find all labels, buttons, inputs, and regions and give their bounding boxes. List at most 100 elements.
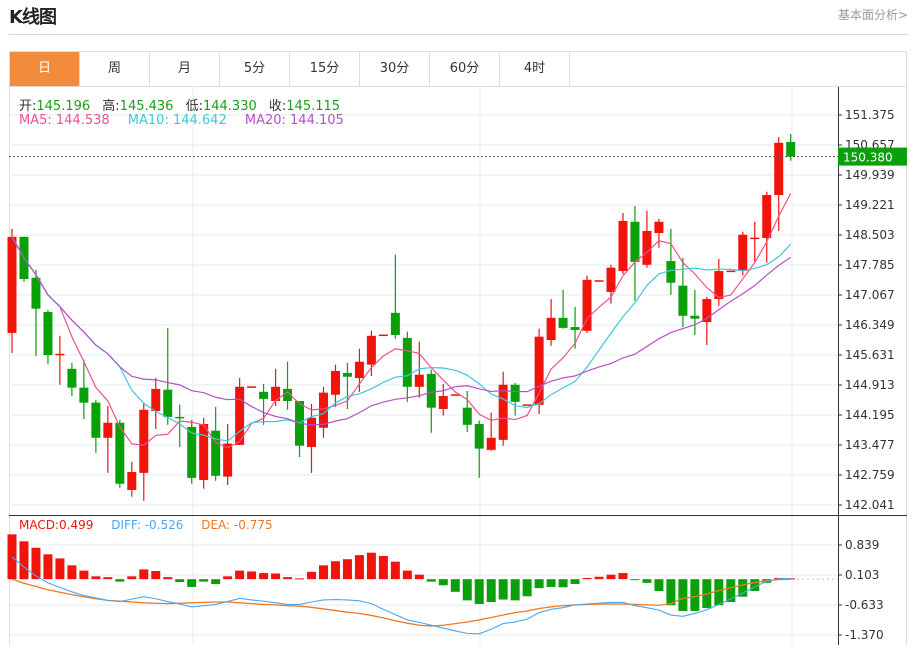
macd-bar [414,574,424,580]
candle [474,420,484,478]
diff-label: DIFF: -0.526 [111,518,184,532]
candle [618,212,628,274]
candle-body [702,299,712,323]
candle [295,401,305,457]
macd-bar [366,552,376,580]
macd-bar [79,570,89,580]
candle [187,419,197,484]
macd-bar [618,573,628,580]
candle-body [582,279,592,331]
candle [702,296,712,346]
ma5-line [11,193,792,449]
candle-body [750,237,760,240]
candle-body [654,221,664,234]
candle-body [594,280,604,282]
ma20-label: MA20: 144.105 [244,113,344,128]
macd-bar [271,573,281,580]
candles [7,134,796,501]
macd-bar [67,565,77,580]
current-price-badge [838,147,907,166]
macd-bar [259,573,269,580]
candle [175,404,185,447]
price-tick-label: 146.349 [845,318,895,332]
candle-body [774,142,784,196]
price-tick-label: 147.785 [845,258,895,272]
macd-bar [31,547,41,580]
candle-body [558,317,568,328]
candle-body [199,423,209,480]
candle-body [786,141,796,157]
price-tick-label: 143.477 [845,438,895,452]
macd-bar [534,579,544,589]
candle [318,386,328,438]
tab-4hour[interactable]: 4时 [500,52,570,86]
candle [486,412,496,451]
candle [7,228,17,353]
candle-body [462,407,472,425]
candle-body [151,388,161,412]
macd-bar [450,579,460,592]
candle [630,205,640,301]
candle [690,289,700,335]
candle [163,327,173,425]
macd-label: MACD:0.499 [19,518,94,532]
candle-body [546,317,556,340]
tab-week[interactable]: 周 [80,52,150,86]
candle-body [342,373,352,377]
candle [726,270,736,273]
candle-body [378,334,388,337]
tab-day[interactable]: 日 [10,52,80,86]
ma-lines [11,193,792,449]
tab-5min[interactable]: 5分 [220,52,290,86]
candle [103,406,113,473]
macd-tick-label: 0.839 [845,538,879,552]
close-value: 145.115 [286,99,341,114]
candle-body [534,336,544,405]
macd-bar [283,577,293,580]
macd-bar [235,570,245,580]
candle-body [486,437,496,450]
macd-bar [199,579,209,582]
candle [139,402,149,501]
candle [582,275,592,333]
macd-bar [139,569,149,580]
tab-60min[interactable]: 60分 [430,52,500,86]
price-tick-label: 149.221 [845,198,895,212]
tab-30min[interactable]: 30分 [360,52,430,86]
candle-body [115,422,125,484]
macd-bar [354,555,364,580]
candle-body [55,353,65,356]
candle-body [690,315,700,319]
macd-bar [295,578,305,580]
candle [738,231,748,276]
candle-body [247,386,257,388]
macd-tick-label: 0.103 [845,568,879,582]
candle [654,218,664,248]
tab-15min[interactable]: 15分 [290,52,360,86]
macd-panel [7,534,838,635]
macd-bar [666,579,676,606]
candle-body [366,335,376,365]
fundamental-analysis-link[interactable]: 基本面分析> [837,8,908,22]
candle-body [7,236,17,333]
ma-info: MA5: 144.538 MA10: 144.642 MA20: 144.105 [19,113,358,128]
candle [558,289,568,329]
open-value: 145.196 [36,99,91,114]
candle-body [438,395,448,409]
candle [43,309,53,364]
macd-bar [187,579,197,587]
candle [402,331,412,402]
period-tabs: 日 周 月 5分 15分 30分 60分 4时 [9,51,907,86]
price-tick-label: 144.913 [845,378,895,392]
candle-body [235,386,245,445]
macd-bar [582,577,592,580]
candle [247,386,257,388]
candle [438,383,448,416]
candle [642,210,652,268]
tab-month[interactable]: 月 [150,52,220,86]
candle [534,328,544,414]
candle-body [318,392,328,428]
candle-body [666,261,676,283]
price-tick-label: 142.041 [845,498,895,512]
